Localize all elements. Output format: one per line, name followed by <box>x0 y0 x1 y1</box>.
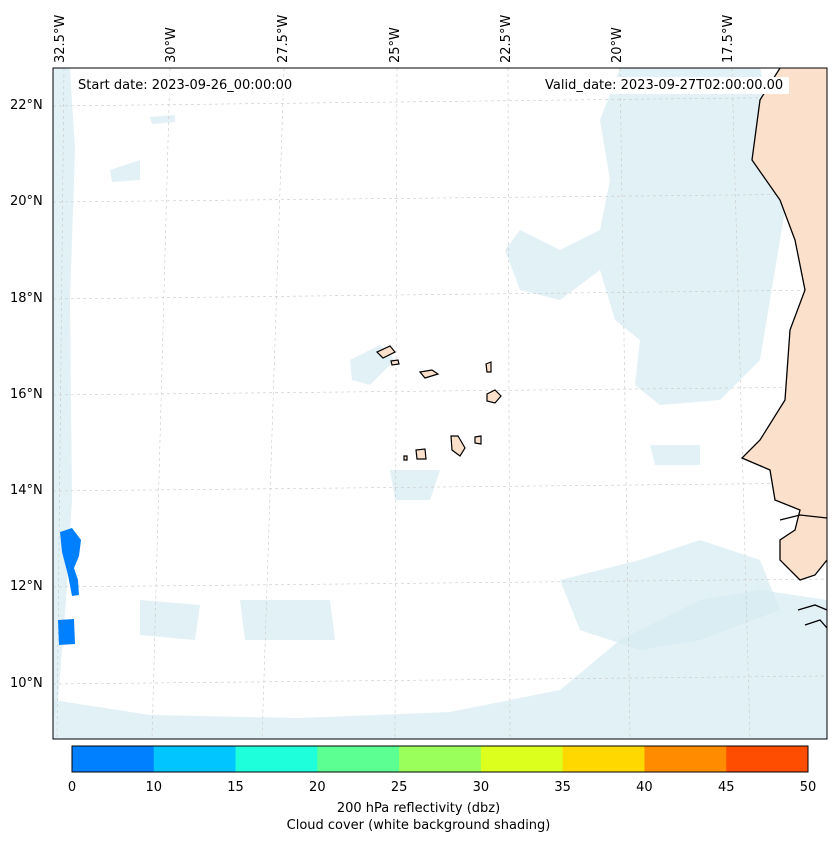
map-frame <box>52 67 828 740</box>
colorbar-segment <box>480 746 564 772</box>
colorbar-tick-label: 30 <box>472 780 490 795</box>
colorbar-tick-label: 25 <box>390 780 408 795</box>
lon-label: 17.5°W <box>721 14 736 63</box>
lat-label: 18°N <box>10 291 43 306</box>
cape-verde-islands <box>375 345 502 461</box>
colorbar-segment <box>72 746 155 772</box>
africa-landmass <box>740 68 827 629</box>
lon-label: 22.5°W <box>499 14 514 63</box>
lat-label: 14°N <box>10 483 43 498</box>
colorbar-subtitle: Cloud cover (white background shading) <box>286 818 551 833</box>
reflectivity-patches <box>58 528 81 645</box>
graticule <box>53 68 827 739</box>
lon-label: 20°W <box>610 27 625 63</box>
lon-label: 25°W <box>388 27 403 63</box>
colorbar-tick-label: 45 <box>717 780 735 795</box>
colorbar-segment <box>726 746 809 772</box>
colorbar-tick-label: 40 <box>636 780 653 795</box>
lat-label: 20°N <box>10 194 43 209</box>
colorbar-tick-label: 20 <box>309 780 326 795</box>
colorbar-segment <box>399 746 482 772</box>
colorbar-title: 200 hPa reflectivity (dbz) <box>336 801 501 816</box>
colorbar-tick-label: 15 <box>227 780 244 795</box>
lat-label: 22°N <box>10 98 43 113</box>
colorbar-segment <box>153 746 237 772</box>
lat-label: 10°N <box>10 676 43 691</box>
lon-label: 32.5°W <box>53 14 68 63</box>
start-date-label: Start date: 2023-09-26_00:00:00 <box>72 77 299 94</box>
colorbar-segment <box>644 746 727 772</box>
cloud-cover-shading <box>53 68 827 739</box>
colorbar <box>71 745 809 773</box>
colorbar-tick-label: 35 <box>554 780 571 795</box>
colorbar-segment <box>562 746 645 772</box>
lat-label: 16°N <box>10 387 43 402</box>
colorbar-segment <box>317 746 400 772</box>
colorbar-tick-label: 50 <box>799 780 817 795</box>
valid-date-label: Valid_date: 2023-09-27T02:00:00.00 <box>539 77 790 94</box>
lon-label: 30°W <box>164 27 179 63</box>
lat-label: 12°N <box>10 579 43 594</box>
lon-label: 27.5°W <box>276 14 291 63</box>
colorbar-tick-label: 10 <box>145 780 163 795</box>
colorbar-segment <box>235 746 318 772</box>
colorbar-tick-label: 0 <box>67 780 77 795</box>
